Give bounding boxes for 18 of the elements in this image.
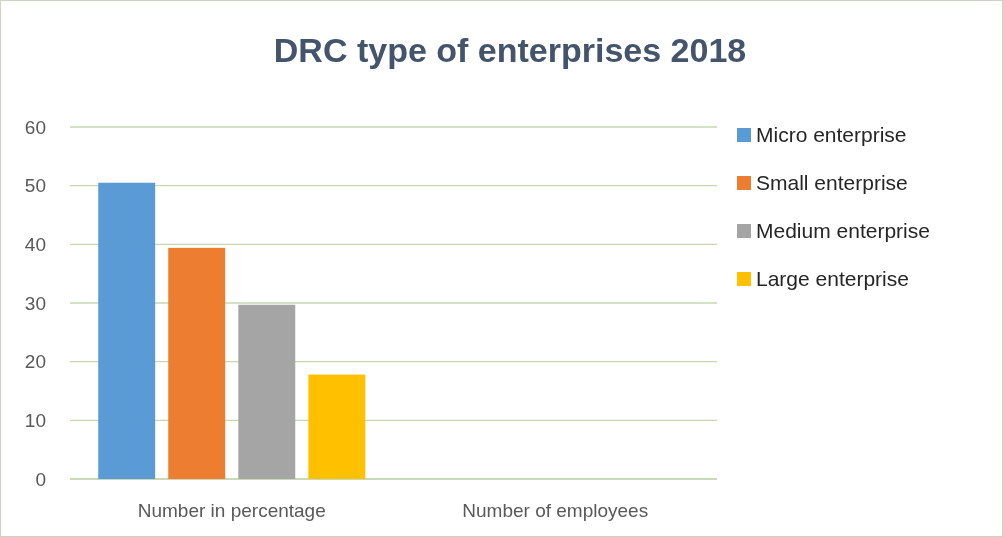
y-tick-label: 60 (24, 116, 46, 138)
y-tick-label: 20 (24, 351, 46, 373)
bar (98, 182, 156, 479)
x-tick-label: Number in percentage (137, 500, 326, 521)
legend-label: Medium enterprise (756, 219, 930, 243)
bar (238, 304, 296, 479)
y-tick-label: 50 (24, 175, 46, 197)
y-tick-label: 30 (24, 292, 46, 314)
y-tick-label: 0 (35, 468, 46, 490)
bar (168, 247, 226, 479)
legend-label: Large enterprise (756, 267, 909, 291)
legend-label: Micro enterprise (756, 123, 907, 147)
legend-label: Small enterprise (756, 171, 908, 195)
y-tick-label: 40 (24, 233, 46, 255)
bar (308, 374, 366, 479)
chart-title: DRC type of enterprises 2018 (273, 31, 747, 69)
y-tick-label: 10 (24, 409, 46, 431)
x-tick-label: Number of employees (462, 500, 649, 521)
